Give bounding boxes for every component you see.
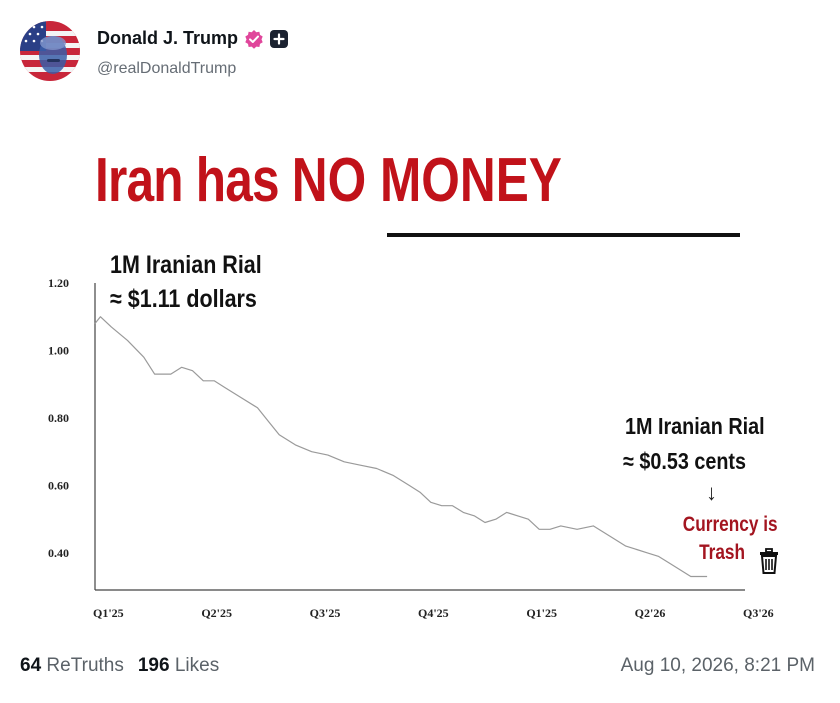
x-tick-label: Q1'25 [526, 606, 557, 620]
author-name[interactable]: Donald J. Trump [97, 28, 239, 48]
verified-badge-icon [244, 29, 264, 49]
x-tick-label: Q4'25 [418, 606, 449, 620]
y-tick-label: 0.80 [48, 411, 69, 425]
plus-badge-icon [270, 29, 289, 48]
x-tick-label: Q1'25 [93, 606, 124, 620]
author-handle[interactable]: @realDonaldTrump [97, 60, 237, 77]
y-tick-label: 0.60 [48, 478, 69, 492]
likes-count[interactable]: 196 [137, 655, 170, 676]
x-tick-label: Q3'26 [743, 606, 774, 620]
down-arrow-icon: ↓ [706, 480, 717, 505]
avatar-image [20, 21, 80, 81]
likes-label[interactable]: Likes [174, 655, 220, 676]
y-tick-label: 1.00 [48, 343, 69, 357]
trash-caption-line1: Currency is [683, 513, 778, 536]
y-tick-label: 1.20 [48, 276, 69, 290]
x-tick-label: Q2'25 [201, 606, 232, 620]
rial-chart: 1.20 1.00 0.80 0.60 0.40 Q1'25 Q2'25 Q3'25 Q4'25… [48, 276, 774, 620]
start-annotation-line2: ≈ $1.11 dollars [110, 285, 257, 313]
headline-part2: NO MONEY [291, 146, 562, 215]
post-image[interactable]: Iran has NO MONEY 1.20 1.00 0.80 0.60 0.40 Q1… [40, 125, 800, 630]
headline: Iran has NO MONEY [95, 145, 562, 216]
headline-underline [387, 233, 740, 237]
post-stats: 64 ReTruths 196 Likes [20, 655, 219, 677]
post-timestamp[interactable]: Aug 10, 2026, 8:21 PM [620, 655, 815, 676]
trash-caption-line2: Trash [699, 541, 745, 564]
avatar[interactable] [20, 21, 80, 81]
y-tick-label: 0.40 [48, 546, 69, 560]
end-annotation-line2: ≈ $0.53 cents [623, 448, 747, 474]
retruths-label[interactable]: ReTruths [46, 655, 124, 676]
retruths-count[interactable]: 64 [20, 655, 42, 676]
start-annotation-line1: 1M Iranian Rial [110, 251, 262, 279]
author-line: Donald J. Trump [97, 28, 289, 49]
headline-part1: Iran has [95, 146, 292, 215]
x-tick-label: Q2'26 [635, 606, 666, 620]
end-annotation-line1: 1M Iranian Rial [625, 413, 765, 439]
trash-can-icon [758, 548, 780, 574]
rial-value-line [94, 316, 708, 578]
x-tick-label: Q3'25 [310, 606, 341, 620]
